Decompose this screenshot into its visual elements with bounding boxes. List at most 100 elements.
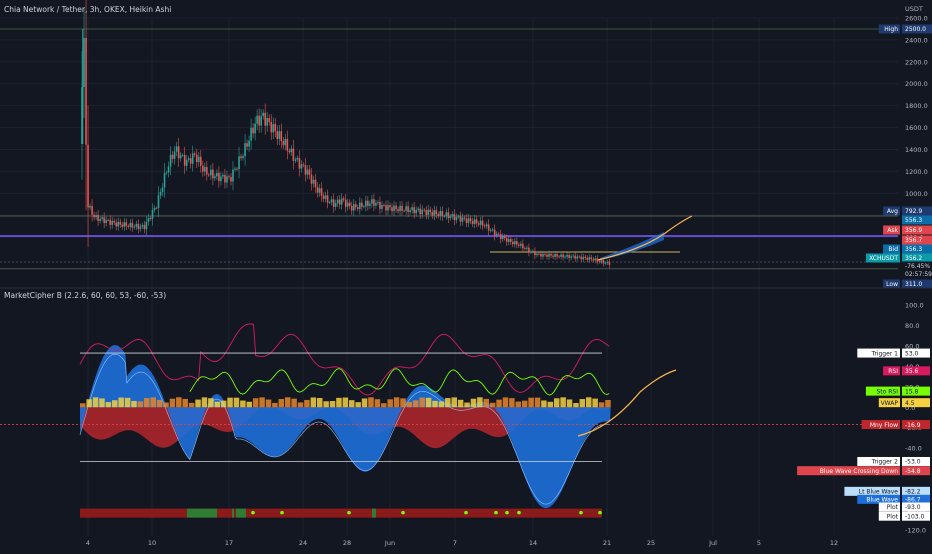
rsi-line: [79, 323, 610, 396]
candle: [288, 150, 291, 153]
buy-signal-dot: [505, 510, 509, 515]
candle: [133, 226, 136, 228]
buy-signal-dot: [401, 510, 405, 515]
candle: [487, 224, 490, 231]
candle: [544, 253, 546, 255]
vwap-bar: [316, 397, 323, 408]
vwap-bar: [489, 402, 496, 408]
osc-label-name: Blue Wave: [866, 497, 898, 504]
osc-label-value: -93.0: [905, 504, 921, 511]
candle: [421, 209, 424, 215]
y-tick-label: 1000.0: [905, 190, 928, 198]
osc-label-value: -53.0: [905, 459, 921, 466]
candle: [600, 260, 603, 262]
currency-label: USDT: [905, 5, 923, 13]
candle: [109, 219, 111, 225]
osc-label-name-bg: [883, 366, 900, 376]
osc-label-value: 4.5: [905, 400, 915, 407]
candle: [369, 203, 371, 206]
candle: [191, 153, 194, 164]
price-label-value: 2500.0: [905, 26, 926, 33]
candle: [518, 244, 520, 246]
candle: [594, 258, 597, 261]
price-label-name: Low: [886, 281, 898, 288]
vwap-bar: [553, 398, 560, 408]
vwap-bar: [310, 397, 317, 408]
candle: [578, 256, 581, 258]
candle: [276, 131, 279, 139]
vwap-bar: [92, 397, 99, 408]
candle: [143, 225, 146, 230]
buy-signal-dot: [517, 510, 521, 515]
candle: [147, 217, 150, 222]
price-label-name-bg: [883, 225, 900, 235]
candle: [212, 169, 214, 179]
candle: [238, 156, 240, 170]
osc-label-name-bg: [861, 420, 900, 430]
osc-label-name-bg: [844, 486, 900, 496]
x-tick-label: 24: [299, 539, 307, 547]
candle: [316, 187, 319, 193]
price-label-value-bg: [902, 24, 932, 34]
vwap-bar: [265, 399, 272, 408]
osc-label-value-bg: [902, 348, 930, 358]
candle: [81, 87, 83, 144]
vwap-bar: [220, 400, 227, 408]
candle: [97, 215, 99, 221]
candle: [242, 156, 244, 159]
candle: [312, 179, 315, 184]
osc-label-value: 15.8: [905, 388, 919, 395]
candle: [95, 215, 97, 218]
candle: [395, 205, 397, 210]
price-label-name: Bid: [888, 246, 898, 253]
candle: [509, 239, 512, 242]
osc-label-value: -54.8: [905, 468, 921, 475]
projection-curve: [597, 215, 693, 261]
candle: [379, 202, 381, 209]
candle: [499, 234, 502, 240]
candle: [443, 216, 446, 217]
candle: [516, 241, 518, 245]
candle: [165, 172, 168, 174]
signal-strip-green: [236, 508, 246, 518]
candle: [246, 143, 248, 147]
vwap-bar: [368, 397, 374, 408]
candle: [224, 174, 226, 183]
candle: [226, 176, 228, 183]
candle: [340, 198, 343, 205]
candle: [481, 220, 484, 226]
candle: [270, 121, 273, 133]
candle: [467, 218, 470, 223]
candle: [385, 205, 387, 211]
candle: [540, 253, 542, 257]
candle: [590, 257, 593, 260]
candle: [111, 220, 114, 225]
signal-strip: [80, 508, 602, 518]
candle: [596, 258, 599, 262]
candle: [602, 260, 605, 264]
price-label-name: Avg: [887, 208, 898, 215]
candle: [183, 154, 186, 166]
price-label-value: 356.3: [905, 246, 922, 253]
buy-signal-dot: [494, 510, 498, 515]
candle: [361, 202, 363, 207]
candle: [262, 112, 264, 117]
candle: [485, 224, 488, 227]
candle: [377, 202, 379, 204]
candle: [407, 206, 409, 213]
osc-label-value-bg: [902, 456, 930, 466]
osc-y-tick-label: 0.0: [905, 404, 915, 412]
candle: [208, 174, 210, 176]
buy-signal-dot: [347, 510, 351, 515]
price-label-value-bg: [902, 206, 932, 216]
vwap-bar: [169, 398, 176, 408]
buy-signal-dot: [464, 510, 468, 515]
x-tick-label: 21: [603, 539, 611, 547]
x-tick-label: Jun: [384, 539, 395, 547]
candle: [401, 205, 403, 211]
candle: [572, 255, 574, 257]
candle: [437, 214, 440, 216]
price-label-value: 792.9: [905, 208, 922, 215]
